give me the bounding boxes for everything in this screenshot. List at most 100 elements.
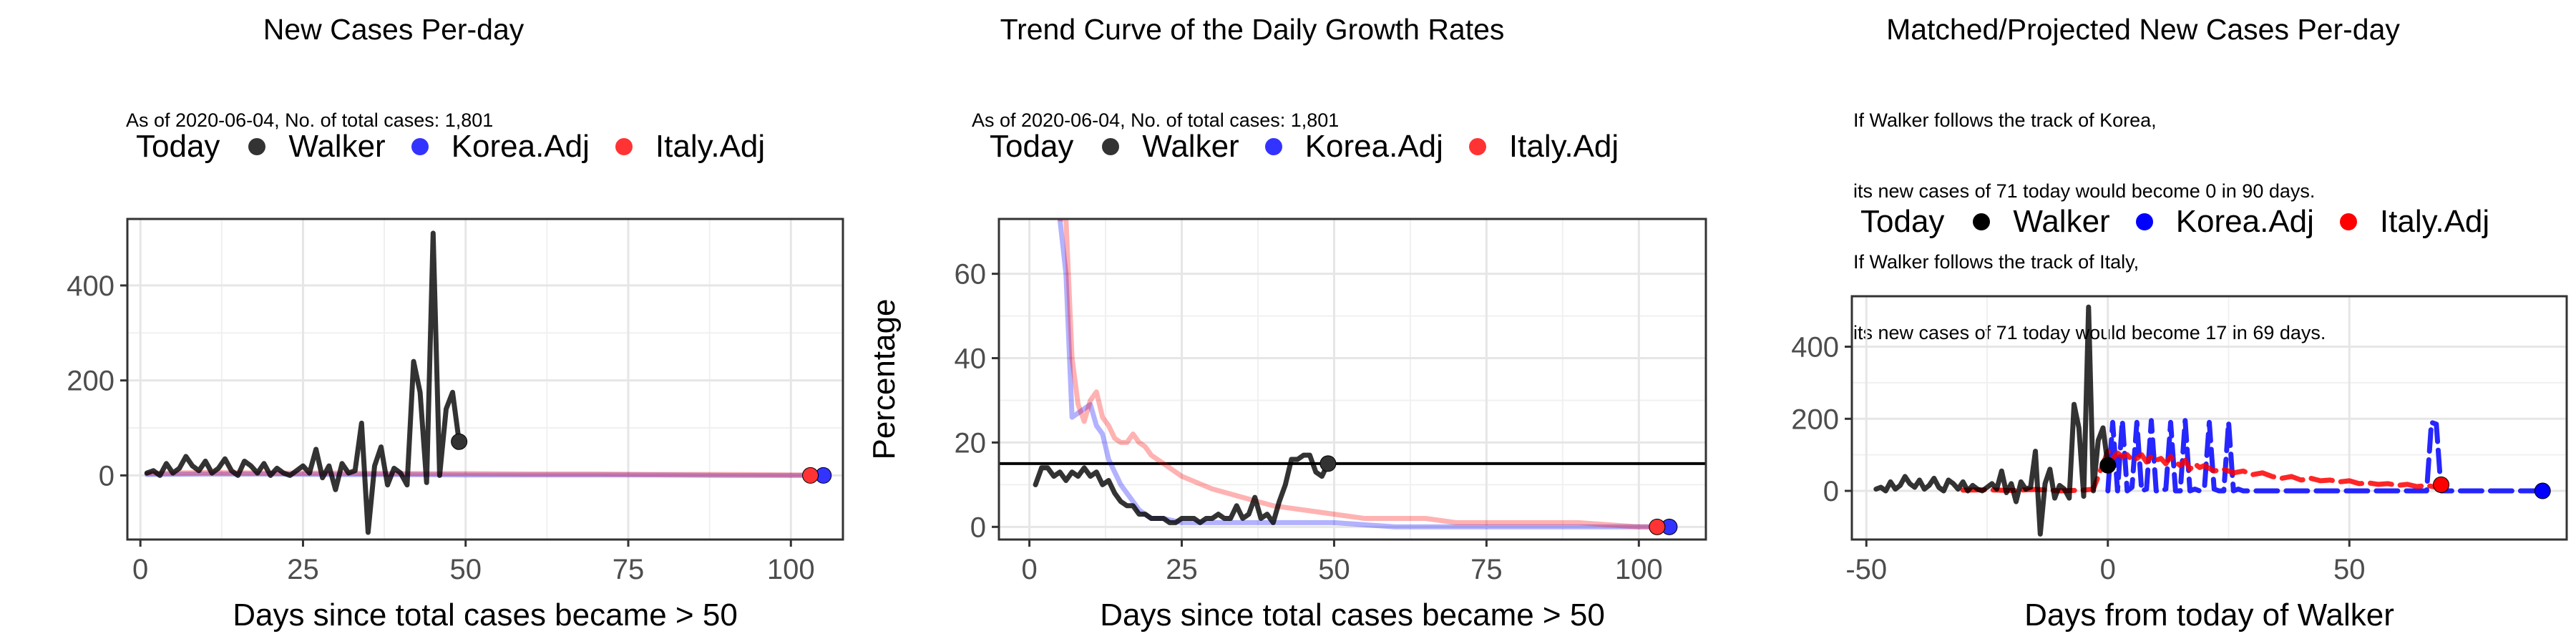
y-tick-label: 200 [1791,404,1839,435]
series-line-italy-adj [1960,449,2444,494]
y-tick-label: 0 [99,460,114,492]
y-tick-label: 200 [67,366,114,397]
legend: Today Walker Korea.Adj Italy.Adj [990,129,1644,165]
y-tick-label: 20 [955,427,987,459]
x-axis-label: Days since total cases became > 50 [233,597,738,633]
legend-item-korea: Korea.Adj [411,129,590,165]
legend: Today Walker Korea.Adj Italy.Adj [1860,204,2515,240]
x-tick-label: 75 [613,554,645,585]
series-line-walker [144,230,462,535]
plot-border [997,218,1707,541]
grid [127,219,843,540]
legend: Today Walker Korea.Adj Italy.Adj [136,129,791,165]
today-point-korea-adj [2534,482,2551,499]
legend-label: Italy.Adj [2379,204,2490,239]
x-tick-label: 25 [1166,554,1198,585]
x-tick-label: 50 [1318,554,1350,585]
plot-projected: -50 0 50 0 200 400 Days from today of Walker [1791,295,2568,633]
chart-panel-growth-rates: Trend Curve of the Daily Growth Rates As… [859,0,1717,644]
x-tick-label: 0 [132,554,148,585]
legend-dot-icon [1264,138,1282,155]
today-point-italy-adj [1649,518,1666,535]
legend-label: Korea.Adj [1304,129,1443,164]
chart-subtitle: As of 2020-06-04, No. of total cases: 1,… [972,62,1339,180]
subtitle-line: As of 2020-06-04, No. of total cases: 1,… [126,109,494,131]
legend-title: Today [1860,204,1945,239]
y-tick-label: 400 [67,270,114,302]
legend-title: Today [990,129,1074,164]
chart-subtitle: As of 2020-06-04, No. of total cases: 1,… [126,62,493,180]
y-tick-label: 0 [1823,476,1839,507]
legend-dot-icon [1468,138,1486,155]
x-tick-label: -50 [1845,554,1887,585]
legend-dot-icon [411,138,429,155]
legend-dot-icon [248,138,266,155]
series-group [144,230,826,535]
subtitle-line: If Walker follows the track of Korea, [1853,109,2157,131]
x-axis-label: Days from today of Walker [2024,597,2394,633]
series-line-korea-adj [2105,418,2545,494]
subtitle-line: If Walker follows the track of Italy, [1853,251,2140,273]
legend-label: Italy.Adj [1508,129,1619,164]
series-line-walker [1033,452,1331,525]
x-tick-label: 50 [2333,554,2366,585]
x-tick-label: 0 [2100,554,2116,585]
legend-label: Korea.Adj [2175,204,2314,239]
plot-growth-rates: 0 25 50 75 100 0 20 40 60 Days since total cases … [867,218,1707,633]
y-axis-label: Percentage [867,298,902,459]
legend-dot-icon [1973,213,1991,230]
y-tick-label: 0 [970,512,986,543]
plot-border [126,218,844,541]
today-point-walker [2099,457,2117,474]
series-line-walker [1873,304,2111,537]
y-tick-label: 400 [1791,332,1839,364]
x-tick-label: 25 [287,554,319,585]
x-tick-label: 100 [767,554,815,585]
subtitle-line: As of 2020-06-04, No. of total cases: 1,… [972,109,1340,131]
chart-title: Trend Curve of the Daily Growth Rates [1000,13,1505,46]
x-tick-label: 0 [1021,554,1037,585]
x-tick-label: 100 [1615,554,1663,585]
chart-title: New Cases Per-day [263,13,525,46]
chart-panel-new-cases: New Cases Per-day As of 2020-06-04, No. … [0,0,859,644]
legend-dot-icon [615,138,633,155]
legend-dot-icon [2135,213,2153,230]
grid [1852,296,2567,540]
x-tick-label: 75 [1470,554,1503,585]
legend-item-walker: Walker [1102,129,1239,165]
subtitle-line: its new cases of 71 today would become 1… [1853,322,2326,343]
y-tick-label: 60 [955,259,987,291]
chart-subtitle: If Walker follows the track of Korea, it… [1853,62,2326,392]
grid [999,219,1706,540]
series-group [1033,219,1672,530]
legend-label: Walker [1142,129,1239,164]
legend-label: Korea.Adj [451,129,590,164]
chart-title: Matched/Projected New Cases Per-day [1886,13,2400,46]
legend-item-italy: Italy.Adj [2339,204,2490,240]
legend-item-walker: Walker [1973,204,2110,240]
today-point-walker [1319,455,1337,472]
legend-dot-icon [2339,213,2357,230]
legend-dot-icon [1102,138,1120,155]
plot-new-cases: 0 25 50 75 100 0 200 400 Days since total cases … [67,218,844,633]
series-line-korea-adj [1057,219,1672,530]
today-point-italy-adj [2433,476,2449,493]
legend-label: Walker [288,129,386,164]
legend-item-italy: Italy.Adj [1468,129,1619,165]
today-point-walker [451,433,468,450]
legend-item-walker: Walker [248,129,386,165]
legend-item-italy: Italy.Adj [615,129,765,165]
legend-item-korea: Korea.Adj [2135,204,2314,240]
legend-label: Walker [2013,204,2110,239]
series-line-italy-adj [1057,219,1660,530]
legend-title: Today [136,129,220,164]
legend-item-korea: Korea.Adj [1264,129,1443,165]
series-group [1873,304,2545,537]
x-tick-label: 50 [449,554,482,585]
series-line-italy-adj [144,469,813,478]
y-tick-label: 40 [955,343,987,375]
subtitle-line: its new cases of 71 today would become 0… [1853,180,2316,202]
chart-panel-projected: Matched/Projected New Cases Per-day If W… [1717,0,2576,644]
x-axis-label: Days since total cases became > 50 [1100,597,1605,633]
legend-label: Italy.Adj [655,129,766,164]
